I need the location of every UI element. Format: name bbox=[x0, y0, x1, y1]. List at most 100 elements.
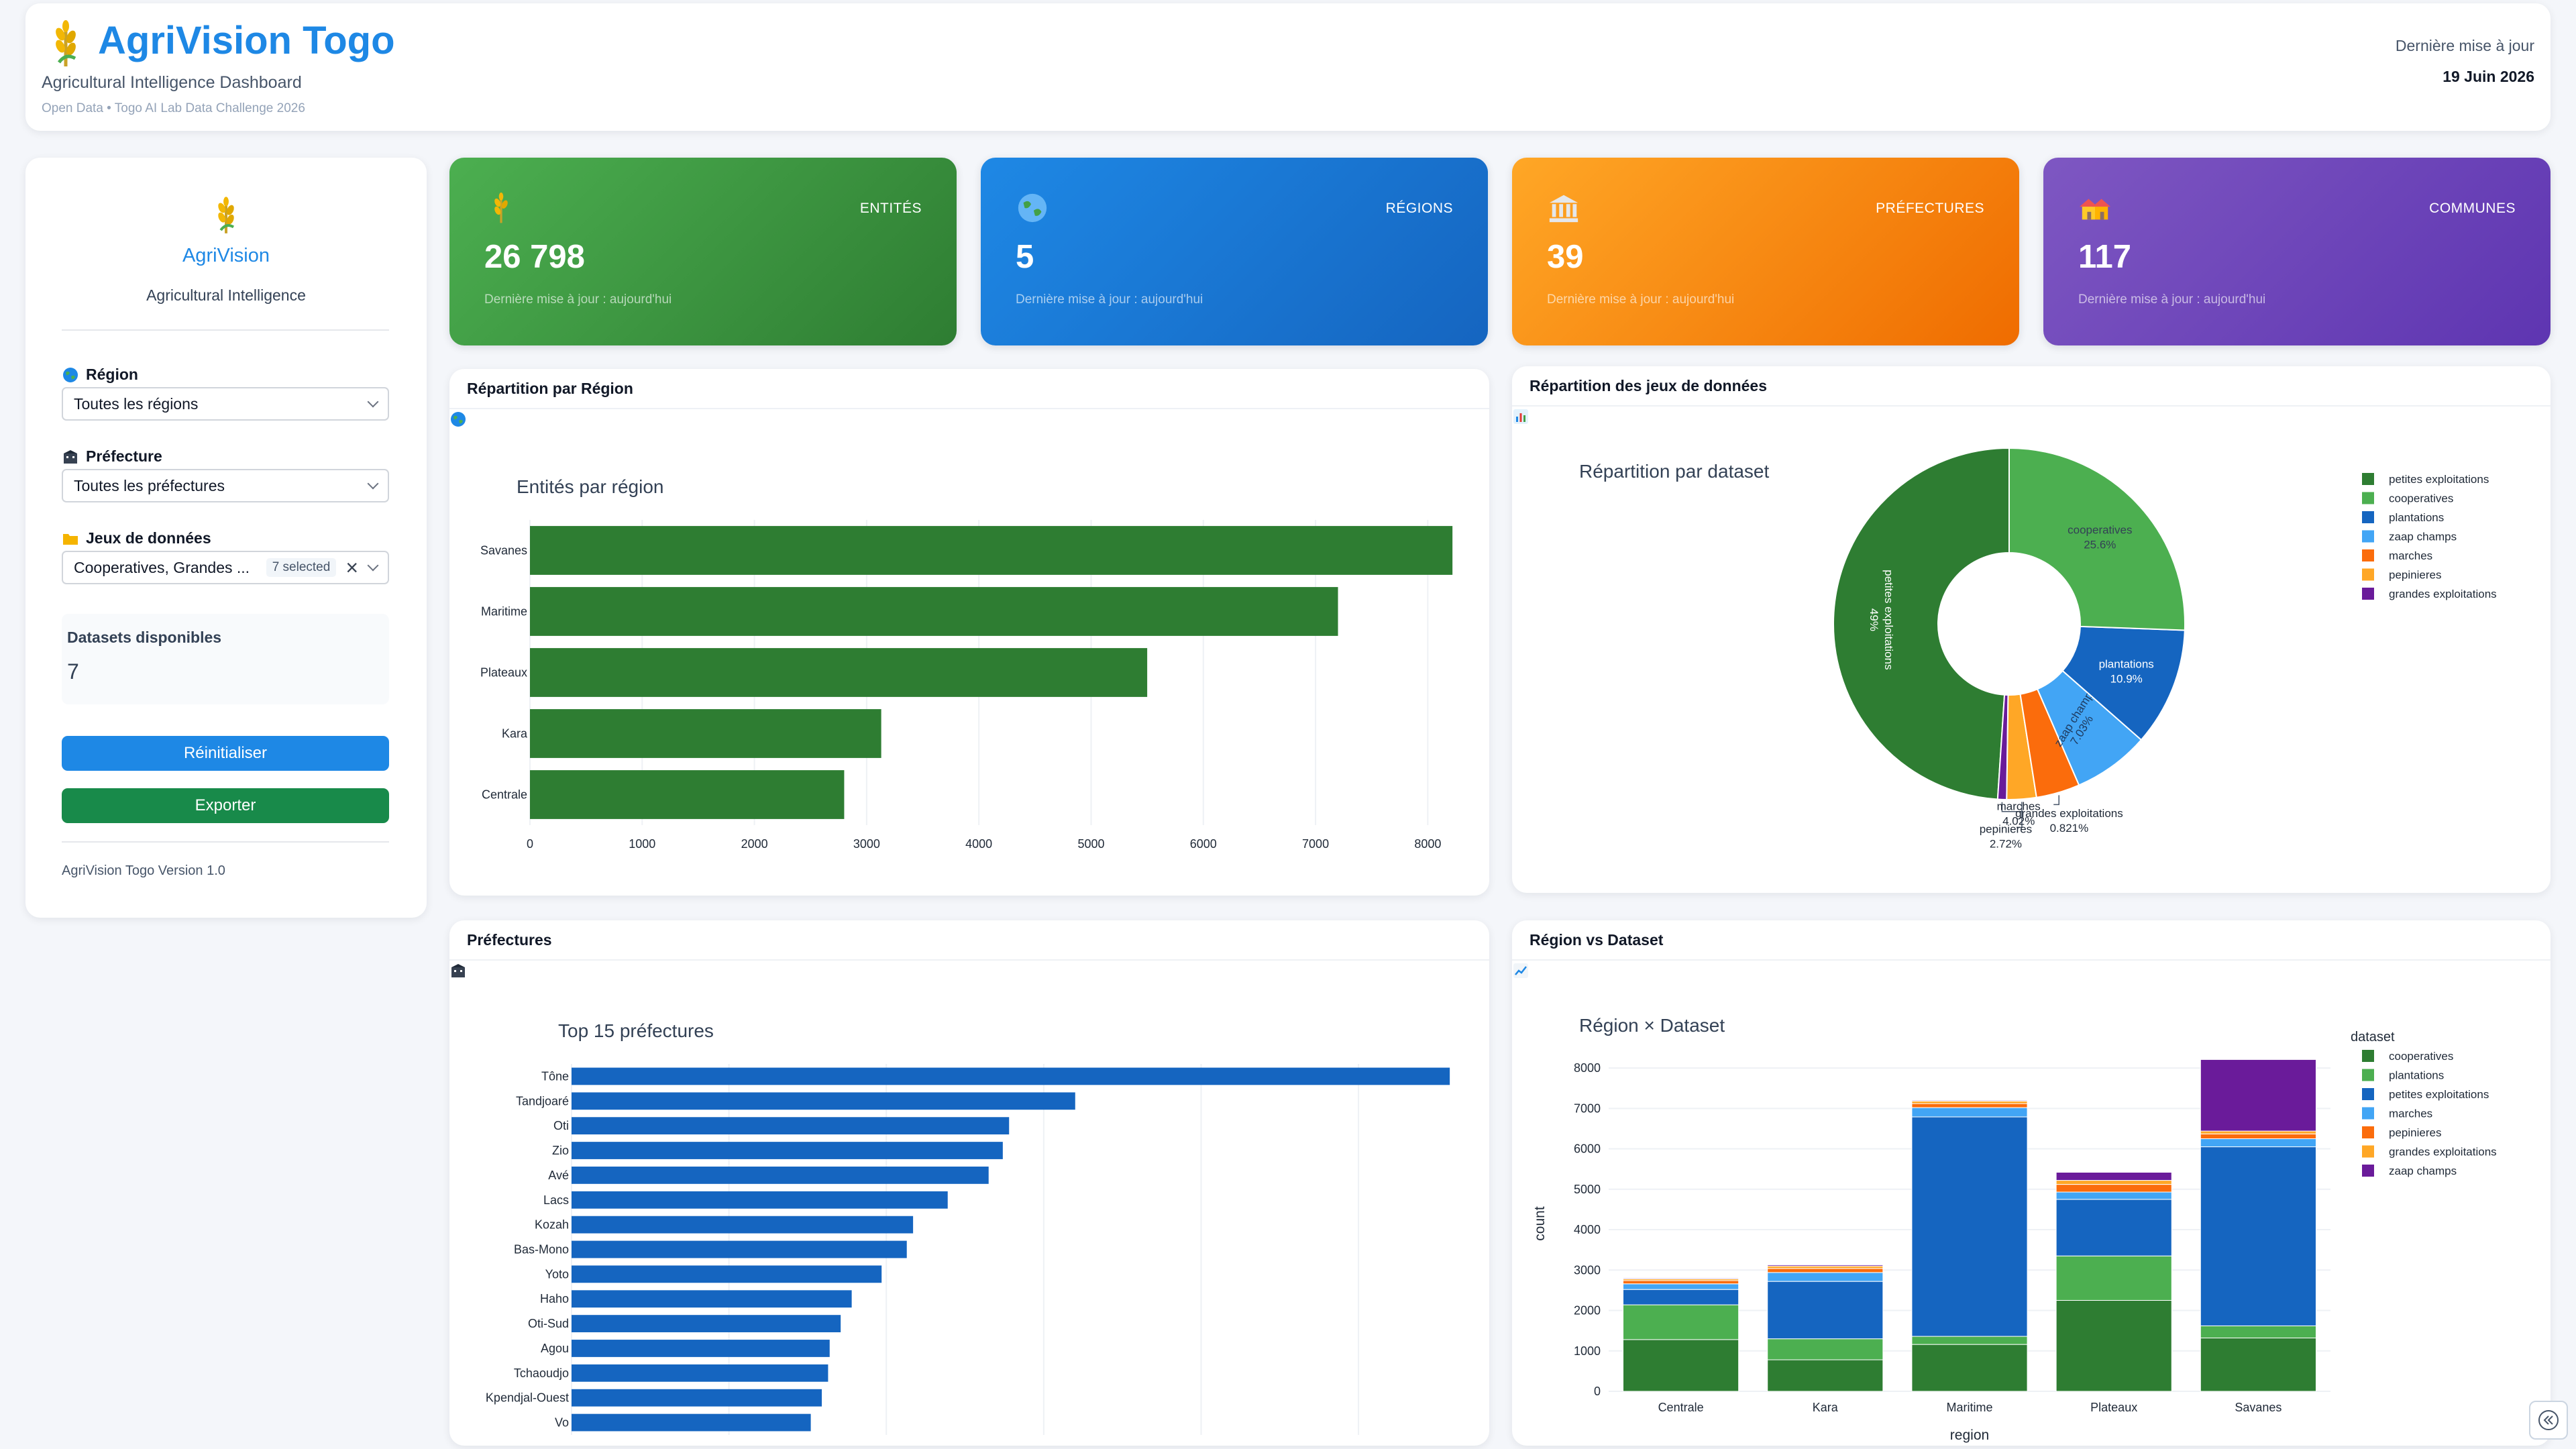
bar-oti bbox=[572, 1117, 1010, 1135]
available-datasets-count: 7 bbox=[67, 659, 79, 684]
y-tick-label: Vo bbox=[555, 1416, 569, 1430]
label-leader-line bbox=[2016, 802, 2023, 828]
sidebar-divider bbox=[62, 329, 389, 331]
y-tick-label: Avé bbox=[548, 1169, 569, 1182]
wheat-icon bbox=[494, 192, 508, 223]
y-tick-label: Centrale bbox=[482, 788, 527, 802]
stack-segment-plantations bbox=[1623, 1277, 1739, 1280]
kpi-card-communes: COMMUNES 117 Dernière mise à jour : aujo… bbox=[2043, 158, 2551, 345]
region-dataset-stacked-chart: Région × Dataset 0 1000 2000 3000 4000 5000 600… bbox=[1532, 1015, 2497, 1443]
y-tick-label: Agou bbox=[541, 1342, 569, 1355]
globe-icon bbox=[451, 412, 466, 427]
kpi-card-prefectures: PRÉFECTURES 39 Dernière mise à jour : au… bbox=[1512, 158, 2019, 345]
collapse-sidebar-button[interactable] bbox=[2529, 1401, 2568, 1440]
legend-item: marches bbox=[2389, 1108, 2432, 1120]
legend-swatch bbox=[2362, 1165, 2374, 1177]
kpi-card-entities: ENTITÉS 26 798 Dernière mise à jour : au… bbox=[449, 158, 957, 345]
y-tick-label: Kozah bbox=[535, 1218, 569, 1232]
prefecture-filter-label: Préfecture bbox=[62, 447, 162, 466]
legend-item: plantations bbox=[2389, 1069, 2444, 1082]
globe-icon bbox=[1018, 193, 1047, 223]
datasets-filter-text: Jeux de données bbox=[86, 529, 211, 547]
stack-segment-marches bbox=[1767, 1268, 1884, 1273]
slice-label: marches bbox=[1997, 800, 2041, 812]
kpi-subtext: Dernière mise à jour : aujourd'hui bbox=[1547, 292, 1735, 307]
slice-label: 49% bbox=[1868, 608, 1880, 631]
stack-segment-cooperatives bbox=[2200, 1325, 2316, 1338]
panel-header: Région vs Dataset bbox=[1512, 920, 2551, 978]
header-bar: AgriVision Togo Agricultural Intelligenc… bbox=[25, 3, 2551, 131]
bar-avé bbox=[572, 1166, 989, 1184]
region-select[interactable]: Toutes les régions bbox=[62, 387, 389, 421]
clear-selection-icon[interactable]: × bbox=[345, 555, 358, 580]
x-tick-label: Maritime bbox=[1946, 1401, 1992, 1414]
slice-label: plantations bbox=[2099, 657, 2154, 670]
kpi-subtext: Dernière mise à jour : aujourd'hui bbox=[1016, 292, 1203, 307]
folder-icon bbox=[63, 533, 78, 545]
y-tick-label: 1000 bbox=[1574, 1344, 1601, 1358]
bar-kpendjal-ouest bbox=[572, 1389, 822, 1407]
kpi-subtext: Dernière mise à jour : aujourd'hui bbox=[484, 292, 672, 307]
panel-title: Préfectures bbox=[467, 930, 552, 949]
legend-swatch bbox=[2362, 492, 2374, 504]
x-tick-label: 0 bbox=[527, 837, 533, 851]
region-dataset-panel: Région vs Dataset Région × Dataset 0 1000 2… bbox=[1512, 920, 2551, 1446]
bar-savanes bbox=[530, 526, 1453, 575]
datasets-multiselect[interactable]: Cooperatives, Grandes ... 7 selected × bbox=[62, 551, 389, 584]
bar-oti-sud bbox=[572, 1315, 841, 1333]
kpi-value: 39 bbox=[1547, 239, 1584, 275]
stack-segment-plantations bbox=[1911, 1099, 2028, 1102]
chart-title: Top 15 préfectures bbox=[558, 1020, 714, 1041]
slice-label: 4.02% bbox=[2002, 814, 2035, 827]
region-bar-chart: Entités par région 0 1000 2000 3000 4000 5000 6… bbox=[480, 476, 1453, 851]
slice-label: 10.9% bbox=[2110, 672, 2143, 685]
legend-swatch bbox=[2362, 511, 2374, 523]
stack-segment-petites-exploitations bbox=[2200, 1146, 2316, 1326]
legend-item: cooperatives bbox=[2389, 492, 2453, 505]
bar-plateaux bbox=[530, 648, 1148, 697]
prefecture-select[interactable]: Toutes les préfectures bbox=[62, 469, 389, 502]
x-tick-label: 1000 bbox=[629, 837, 655, 851]
x-tick-label: 5000 bbox=[1077, 837, 1104, 851]
y-tick-label: Tandjoaré bbox=[516, 1094, 569, 1108]
kpi-card-regions: RÉGIONS 5 Dernière mise à jour : aujourd… bbox=[981, 158, 1488, 345]
globe-icon bbox=[63, 367, 78, 382]
dataset-chart-panel: Répartition des jeux de données Répartit… bbox=[1512, 366, 2551, 893]
reset-button[interactable]: Réinitialiser bbox=[62, 736, 389, 771]
legend-swatch bbox=[2362, 530, 2374, 543]
region-chart-panel: Répartition par Région Entités par régio… bbox=[449, 369, 1489, 896]
filter-sidebar: AgriVision Agricultural Intelligence Rég… bbox=[25, 158, 427, 918]
legend-swatch bbox=[2362, 1088, 2374, 1100]
legend-item: marches bbox=[2389, 549, 2432, 562]
kpi-value: 26 798 bbox=[484, 239, 585, 275]
kpi-value: 117 bbox=[2078, 239, 2132, 275]
slice-label: 0.821% bbox=[2050, 822, 2089, 835]
chevron-down-icon bbox=[367, 396, 379, 408]
y-axis-label: count bbox=[1532, 1206, 1548, 1241]
x-tick-label: Centrale bbox=[1658, 1401, 1704, 1414]
x-tick-label: 3000 bbox=[853, 837, 880, 851]
region-filter-label: Région bbox=[62, 366, 138, 384]
stack-segment-pepinieres bbox=[2200, 1130, 2316, 1134]
stack-segment-grandes-exploitations bbox=[1767, 1359, 1884, 1392]
legend-swatch bbox=[2362, 1069, 2374, 1081]
bar-yoto bbox=[572, 1265, 882, 1283]
app-subtitle: Agricultural Intelligence Dashboard bbox=[42, 73, 302, 92]
bar-vo bbox=[572, 1413, 811, 1432]
slice-label: 25.6% bbox=[2084, 538, 2116, 551]
y-tick-label: Yoto bbox=[545, 1267, 569, 1281]
legend-item: petites exploitations bbox=[2389, 1088, 2489, 1101]
y-tick-label: Plateaux bbox=[480, 666, 527, 680]
legend-item: plantations bbox=[2389, 511, 2444, 524]
panel-header: Répartition des jeux de données bbox=[1512, 366, 2551, 424]
kpi-label: PRÉFECTURES bbox=[1876, 201, 1984, 216]
selected-count-badge: 7 selected bbox=[266, 558, 337, 577]
chevron-down-icon bbox=[367, 478, 379, 490]
panel-title: Répartition par Région bbox=[467, 379, 633, 397]
y-tick-label: Tchaoudjo bbox=[514, 1366, 569, 1380]
stack-segment-cooperatives bbox=[1767, 1338, 1884, 1360]
y-tick-label: 0 bbox=[1594, 1385, 1601, 1398]
wheat-brand-icon bbox=[218, 197, 235, 233]
stack-segment-marches bbox=[1623, 1280, 1739, 1285]
export-button[interactable]: Exporter bbox=[62, 788, 389, 823]
